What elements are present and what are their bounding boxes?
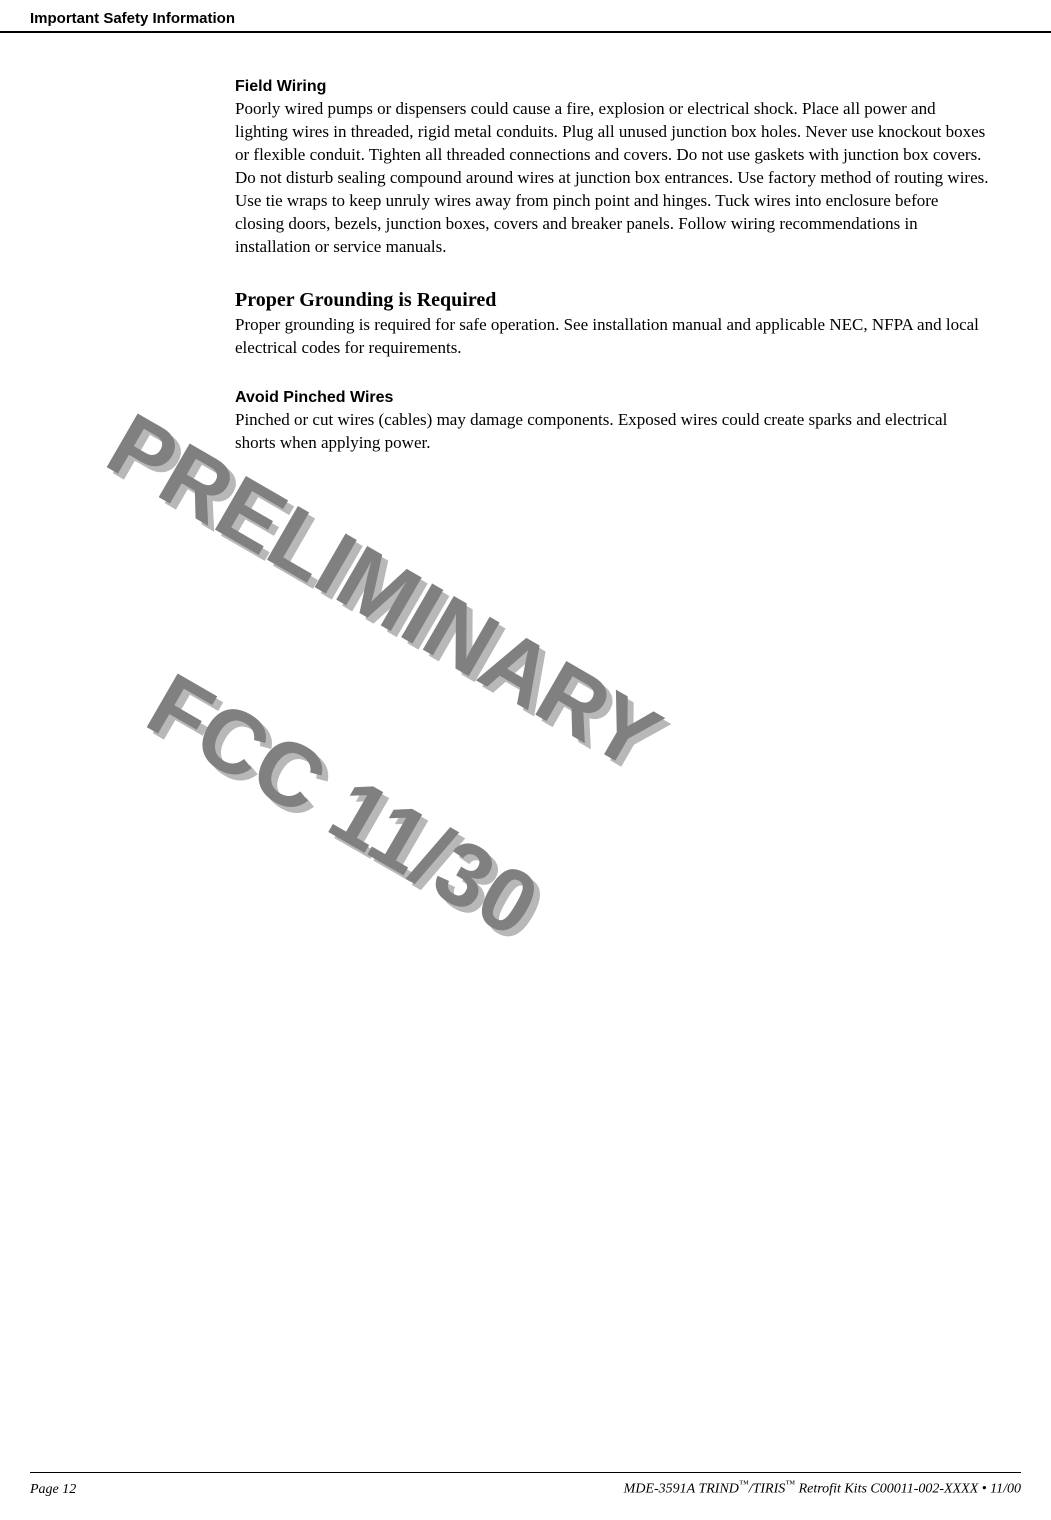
footer-doc-prefix: MDE-3591A TRIND (624, 1482, 739, 1497)
watermark-fcc: FCC 11/30 (131, 654, 555, 958)
footer-slash: /TIRIS (749, 1482, 786, 1497)
section-pinched-wires: Avoid Pinched Wires Pinched or cut wires… (235, 389, 991, 455)
watermark-fcc-shadow: FCC 11/30 (137, 660, 561, 964)
footer-doc-suffix: Retrofit Kits C00011-002-XXXX • 11/00 (795, 1482, 1021, 1497)
heading-field-wiring: Field Wiring (235, 78, 991, 96)
section-grounding: Proper Grounding is Required Proper grou… (235, 289, 991, 360)
heading-pinched-wires: Avoid Pinched Wires (235, 389, 991, 407)
page-header: Important Safety Information (0, 0, 1051, 33)
content-area: Field Wiring Poorly wired pumps or dispe… (0, 33, 1051, 455)
body-pinched-wires: Pinched or cut wires (cables) may damage… (235, 409, 991, 455)
footer-doc-id: MDE-3591A TRIND™/TIRIS™ Retrofit Kits C0… (624, 1479, 1021, 1498)
heading-grounding: Proper Grounding is Required (235, 289, 991, 312)
footer-tm2: ™ (785, 1479, 795, 1490)
section-field-wiring: Field Wiring Poorly wired pumps or dispe… (235, 78, 991, 259)
page: Important Safety Information Field Wirin… (0, 0, 1051, 1520)
watermark-preliminary-shadow: PRELIMINARY (97, 400, 683, 798)
footer-page-number: Page 12 (30, 1482, 76, 1498)
footer-tm1: ™ (739, 1479, 749, 1490)
body-grounding: Proper grounding is required for safe op… (235, 314, 991, 360)
page-footer: Page 12 MDE-3591A TRIND™/TIRIS™ Retrofit… (30, 1472, 1021, 1498)
body-field-wiring: Poorly wired pumps or dispensers could c… (235, 98, 991, 259)
header-title: Important Safety Information (30, 10, 1021, 27)
